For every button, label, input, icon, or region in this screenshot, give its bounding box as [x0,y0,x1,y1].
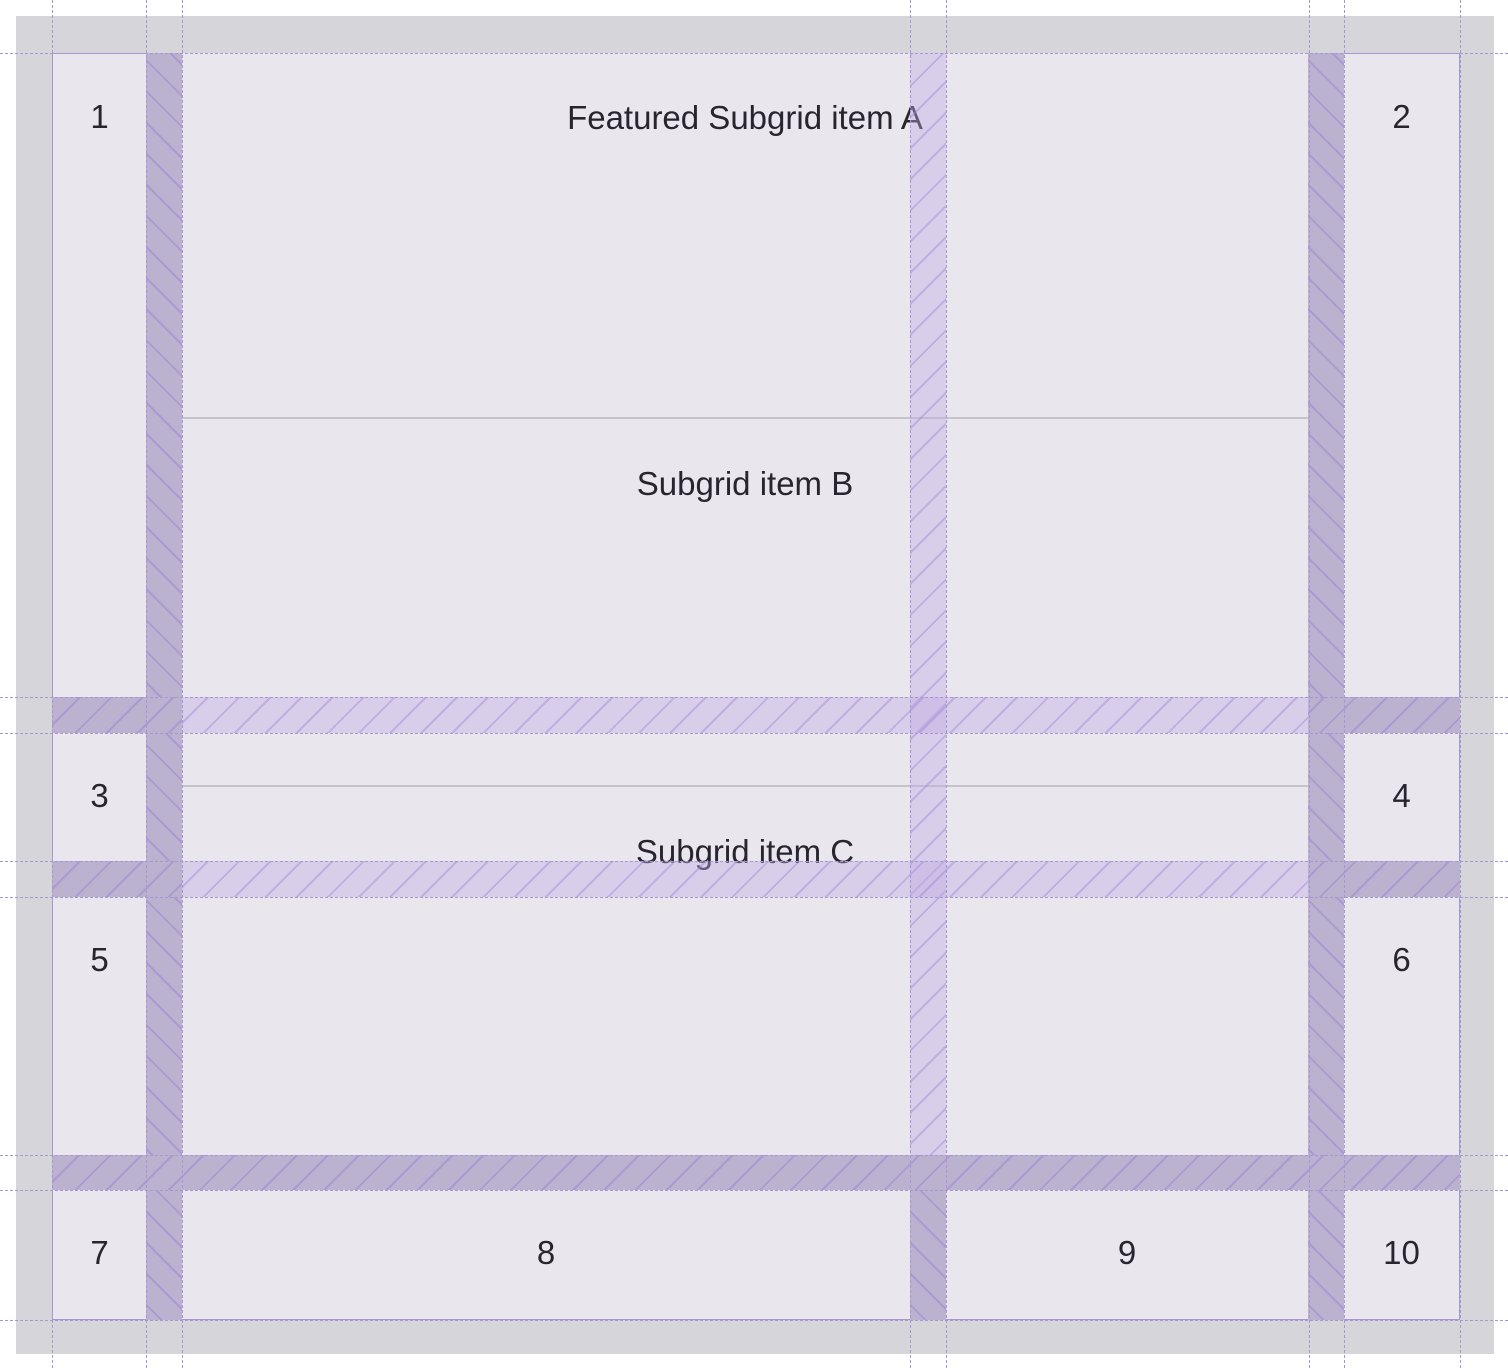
subgrid: Featured Subgrid item A Subgrid item B S… [182,53,1308,1155]
item-label: 8 [536,1234,556,1271]
grid-line [52,0,53,1368]
grid-line [0,1190,1508,1191]
grid-item-1: 1 [53,54,146,697]
grid-line [1309,0,1310,1368]
item-label: 7 [90,1234,109,1271]
grid-line [0,897,1508,898]
grid-line [0,733,1508,734]
grid-item-5: 5 [53,897,146,1155]
grid-line [0,861,1508,862]
grid-item-6: 6 [1344,897,1459,1155]
item-label: 1 [90,98,109,135]
subgrid-item-b: Subgrid item B [182,419,1308,787]
grid-line [946,0,947,1368]
grid-line [1460,0,1461,1368]
item-label: 6 [1392,941,1411,978]
grid-line [910,0,911,1368]
grid-item-10: 10 [1344,1190,1459,1319]
subgrid-item-a: Featured Subgrid item A [182,53,1308,419]
item-label: 5 [90,941,109,978]
column-gap [146,53,182,1320]
subgrid-item-c-label: Subgrid item C [635,833,855,870]
subgrid-row-gap [182,697,1308,733]
grid-line [0,53,1508,54]
grid-line [146,0,147,1368]
subgrid-item-b-label: Subgrid item B [636,465,854,502]
subgrid-item-a-label: Featured Subgrid item A [567,99,923,136]
grid-line [0,1155,1508,1156]
grid-item-2: 2 [1344,54,1459,697]
item-label: 4 [1392,777,1411,814]
grid-line [1344,0,1345,1368]
grid-item-3: 3 [53,733,146,861]
item-label: 2 [1392,98,1411,135]
grid-item-4: 4 [1344,733,1459,861]
grid-line [0,1320,1508,1321]
grid-line [182,0,183,1368]
item-label: 10 [1383,1234,1420,1271]
subgrid-column-gap [910,53,946,1155]
item-label: 3 [90,777,109,814]
column-gap [1308,53,1344,1320]
item-label: 9 [1117,1234,1137,1271]
subgrid-row-gap [182,861,1308,897]
row-gap [52,1155,1460,1190]
subgrid-item-c: Subgrid item C [182,787,1308,1155]
grid-item-9: 9 [946,1190,1308,1319]
grid-item-7: 7 [53,1190,146,1319]
grid-item-8: 8 [182,1190,910,1319]
grid-line [0,697,1508,698]
